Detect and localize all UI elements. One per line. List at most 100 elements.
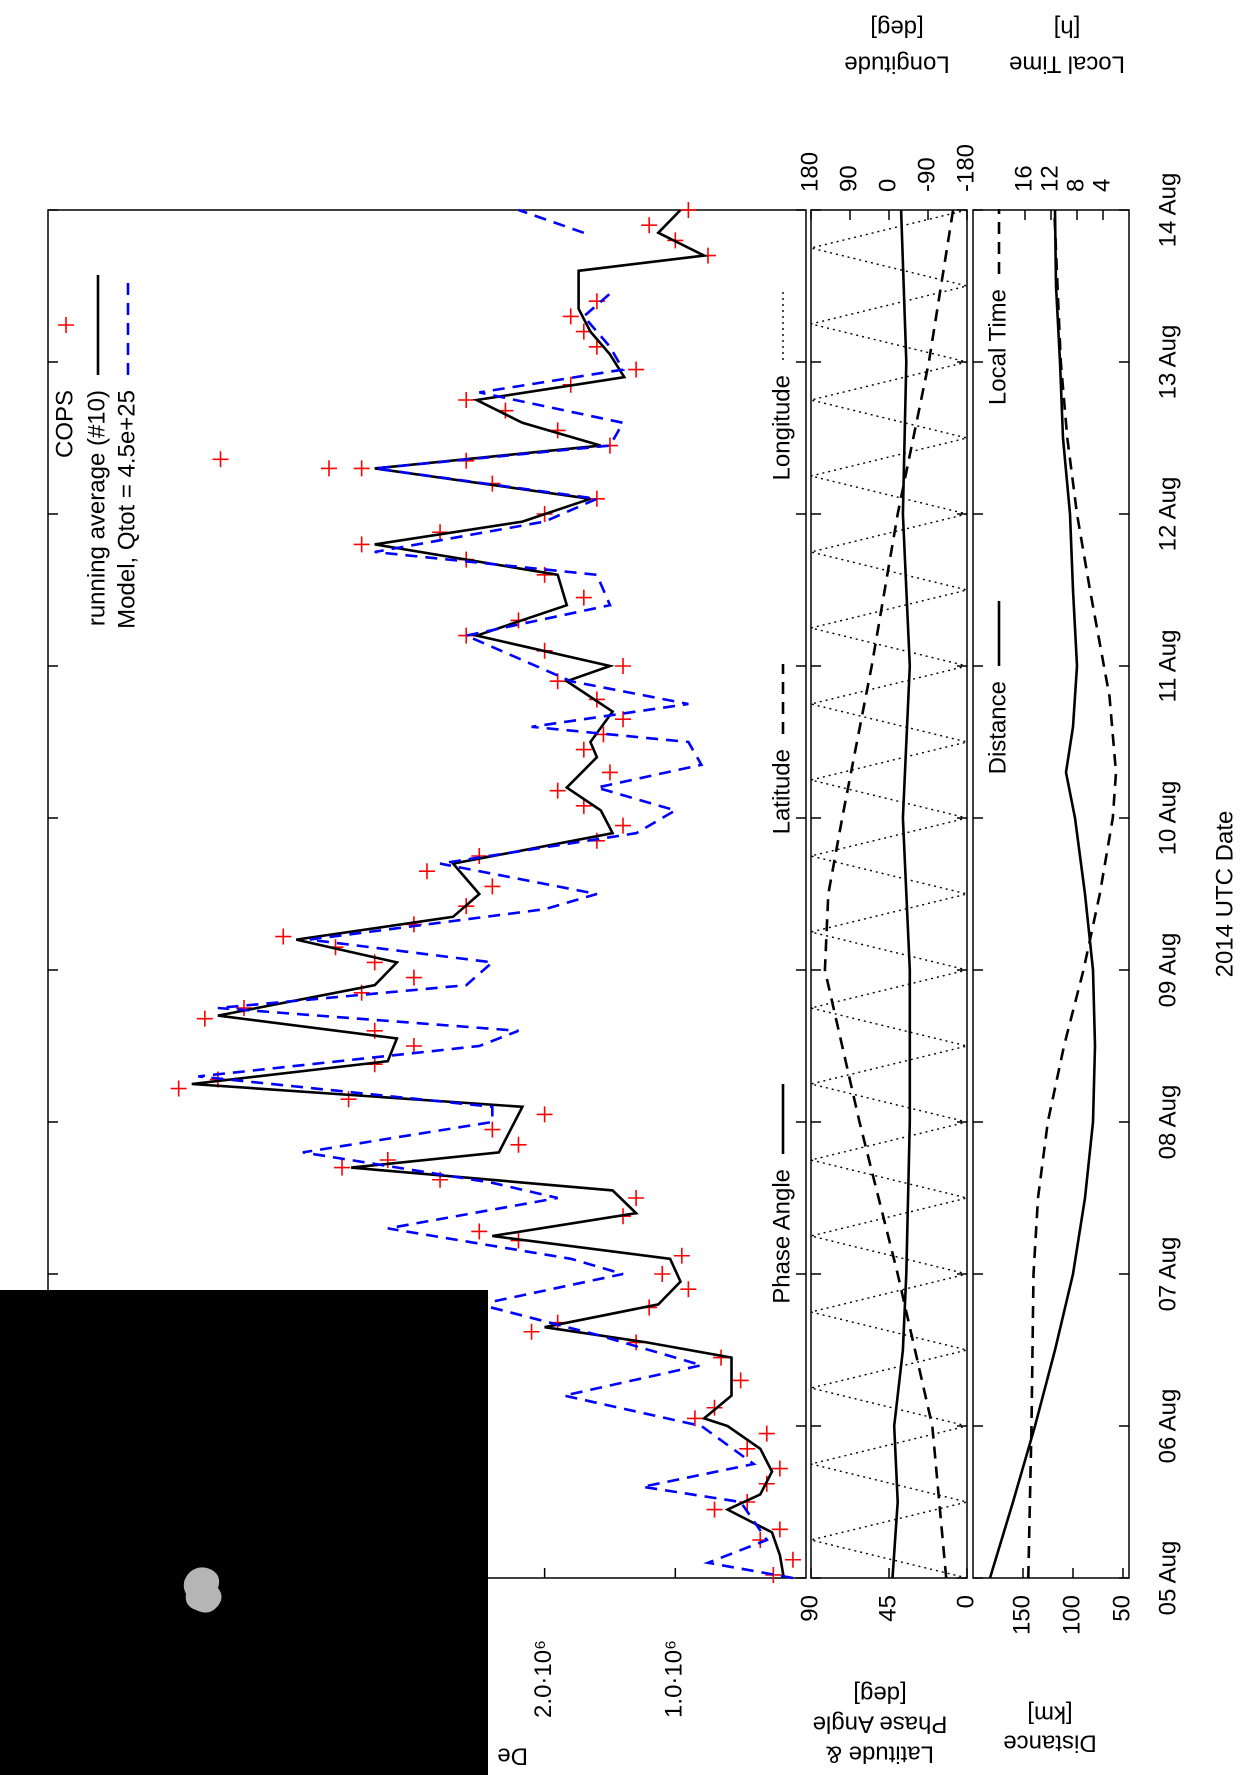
legend-label: COPS (51, 390, 78, 458)
data-point (419, 863, 435, 880)
data-point (471, 848, 488, 864)
data-point (170, 1080, 187, 1097)
x-tick-label: 08 Aug (1154, 1085, 1181, 1160)
y-tick-label: 150 (1008, 1595, 1035, 1635)
data-line (198, 208, 794, 1580)
data-point (628, 1190, 645, 1206)
data-point (536, 1106, 553, 1123)
data-point (212, 451, 229, 468)
y-axis-label: Phase Angle (813, 1711, 948, 1738)
y2-tick-label: 180 (796, 152, 823, 192)
data-point (510, 1136, 527, 1153)
x-tick-label: 10 Aug (1154, 781, 1181, 856)
data-point (784, 1551, 801, 1568)
data-point (615, 817, 632, 834)
y2-tick-label: 16 (1010, 165, 1037, 192)
x-tick-label: 13 Aug (1154, 325, 1181, 400)
data-point (275, 928, 292, 945)
data-point (575, 589, 592, 606)
y2-axis-label: Local Time (1009, 51, 1125, 78)
data-point (615, 658, 632, 674)
data-point (484, 878, 501, 895)
data-point (654, 1266, 671, 1282)
x-tick-label: 06 Aug (1154, 1389, 1181, 1464)
data-point (379, 1152, 396, 1168)
data-point (236, 1000, 253, 1016)
data-point (196, 1010, 213, 1027)
data-point (562, 308, 579, 325)
y2-axis-label: [deg] (870, 15, 923, 42)
data-line (1027, 209, 1118, 1579)
data-point (549, 782, 566, 799)
data-point (601, 764, 618, 781)
y2-axis-label: [h] (1054, 15, 1081, 42)
data-point (680, 1281, 697, 1298)
y2-tick-label: 12 (1036, 165, 1063, 192)
y2-tick-label: -180 (952, 144, 979, 192)
x-tick-label: 11 Aug (1154, 630, 1181, 703)
data-point (765, 1566, 782, 1583)
y2-tick-label: 4 (1088, 179, 1115, 192)
overlay-image (0, 1290, 488, 1775)
x-axis-label: 2014 UTC Date (1211, 811, 1238, 978)
data-point (353, 460, 370, 477)
legend-label: running average (#10) (83, 390, 110, 626)
data-point (615, 711, 632, 728)
data-point (771, 1460, 788, 1477)
y-axis-label: [deg] (853, 1681, 906, 1708)
data-point (628, 361, 645, 378)
legend-label: Longitude (768, 375, 795, 480)
data-point (471, 1223, 488, 1240)
comet-nucleus (183, 1567, 222, 1613)
x-tick-label: 14 Aug (1154, 173, 1181, 248)
data-point (549, 673, 566, 690)
data-point (706, 1399, 723, 1416)
y-tick-label: 1.0·10⁶ (661, 1640, 688, 1718)
data-point (523, 1323, 540, 1340)
data-point (458, 392, 475, 408)
y-axis-label: [km] (1027, 1701, 1072, 1728)
y-axis-label: Latitude & (826, 1741, 934, 1768)
y-tick-label: 50 (1108, 1595, 1135, 1622)
data-point (353, 536, 370, 553)
x-tick-label: 05 Aug (1154, 1541, 1181, 1616)
legend-label: Latitude (768, 749, 795, 834)
y-axis-label: De (497, 1743, 528, 1770)
y2-tick-label: 8 (1062, 179, 1089, 192)
x-tick-label: 12 Aug (1154, 477, 1181, 552)
data-point (771, 1521, 788, 1538)
data-point (320, 460, 337, 477)
data-line (191, 209, 786, 1579)
data-point (588, 490, 605, 507)
data-point (405, 969, 422, 986)
data-point (334, 1159, 351, 1176)
data-line (988, 209, 1097, 1579)
data-point (641, 217, 658, 234)
y2-tick-label: -90 (913, 157, 940, 192)
legend-label: Distance (984, 681, 1011, 774)
data-point (575, 741, 592, 758)
y2-tick-label: 90 (835, 165, 862, 192)
data-point (686, 1410, 703, 1427)
legend-marker (58, 317, 74, 333)
y2-axis-label: Longitude (844, 51, 949, 78)
x-tick-label: 09 Aug (1154, 933, 1181, 1008)
legend-label: Model, Qtot = 4.5e+25 (113, 390, 140, 629)
data-point (484, 1121, 501, 1138)
data-point (739, 1440, 756, 1457)
y2-tick-label: 0 (874, 179, 901, 192)
y-axis-label: Distance (1003, 1730, 1096, 1757)
data-point (732, 1372, 749, 1389)
data-point (706, 1501, 723, 1518)
y-tick-label: 45 (874, 1595, 901, 1622)
y-tick-label: 90 (796, 1595, 823, 1622)
data-point (588, 691, 605, 708)
legend-label: Phase Angle (768, 1169, 795, 1304)
y-tick-label: 0 (952, 1595, 979, 1608)
x-tick-label: 07 Aug (1154, 1237, 1181, 1312)
data-point (758, 1425, 775, 1442)
legend-label: Local Time (984, 289, 1011, 405)
